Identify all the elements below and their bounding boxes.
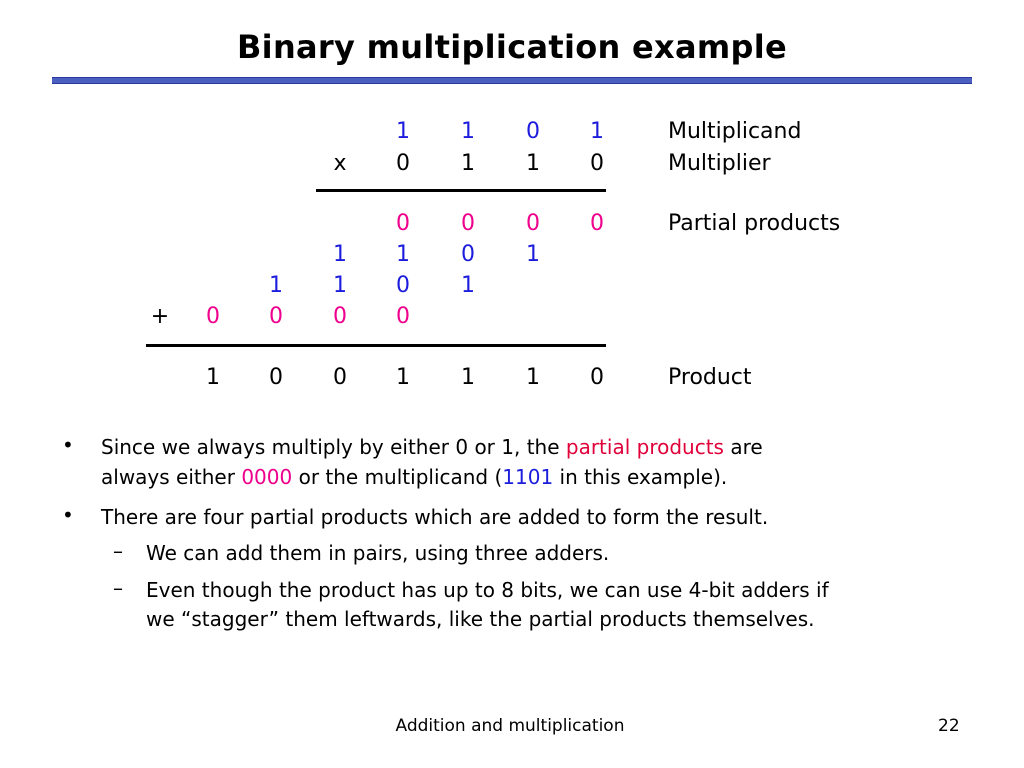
partial-digit: 0	[461, 211, 475, 236]
dash-marker: –	[113, 576, 123, 600]
sub-bullet-2-line-1: Even though the product has up to 8 bits…	[146, 578, 829, 602]
bullet-1-line-1: Since we always multiply by either 0 or …	[101, 432, 763, 462]
product-digit: 0	[269, 365, 283, 390]
product-digit: 1	[396, 365, 410, 390]
bullet-text: Since we always multiply by either 0 or …	[101, 435, 560, 459]
highlight-partial-products: partial products	[565, 435, 724, 459]
bullet-text: or the multiplicand (	[298, 465, 503, 489]
multiplicand-label: Multiplicand	[668, 119, 802, 144]
dash-marker: –	[113, 539, 123, 563]
partial-digit: 0	[206, 304, 220, 329]
partial-digit: 0	[396, 211, 410, 236]
partial-digit: 0	[526, 211, 540, 236]
multiply-sign: x	[333, 151, 347, 176]
plus-sign: +	[150, 304, 170, 329]
partial-digit: 1	[269, 273, 283, 298]
product-digit: 1	[526, 365, 540, 390]
title-rule	[52, 77, 972, 84]
page-number: 22	[938, 716, 960, 736]
product-digit: 1	[461, 365, 475, 390]
sub-bullet-1-line-1: We can add them in pairs, using three ad…	[146, 541, 610, 565]
partial-digit: 0	[590, 211, 604, 236]
multiplier-label: Multiplier	[668, 151, 771, 176]
partial-digit: 0	[333, 304, 347, 329]
multiplier-digit: 1	[526, 151, 540, 176]
partial-digit: 1	[333, 273, 347, 298]
bullet-marker: •	[62, 503, 74, 527]
operand-rule	[316, 189, 606, 192]
partial-digit: 0	[461, 242, 475, 267]
partial-digit: 1	[526, 242, 540, 267]
multiplier-digit: 0	[396, 151, 410, 176]
partial-digit: 0	[396, 273, 410, 298]
product-label: Product	[668, 365, 752, 390]
partial-digit: 1	[396, 242, 410, 267]
multiplicand-digit: 0	[526, 119, 540, 144]
bullet-2-line-1: There are four partial products which ar…	[101, 505, 769, 529]
product-digit: 1	[206, 365, 220, 390]
partial-products-label: Partial products	[668, 211, 841, 236]
partial-digit: 0	[269, 304, 283, 329]
sub-bullet-2-line-2: we “stagger” them leftwards, like the pa…	[146, 607, 815, 631]
multiplicand-digit: 1	[461, 119, 475, 144]
highlight-multiplicand: 1101	[502, 465, 554, 489]
multiplicand-digit: 1	[396, 119, 410, 144]
partial-digit: 1	[333, 242, 347, 267]
bullet-1-line-2: always either 0000 or the multiplicand (…	[101, 462, 727, 492]
slide-title: Binary multiplication example	[236, 28, 787, 66]
footer-title: Addition and multiplication	[395, 716, 625, 736]
bullet-marker: •	[62, 433, 74, 457]
bullet-text: are	[730, 435, 763, 459]
multiplier-digit: 1	[461, 151, 475, 176]
product-digit: 0	[333, 365, 347, 390]
highlight-zeros: 0000	[241, 465, 293, 489]
product-digit: 0	[590, 365, 604, 390]
sum-rule	[146, 344, 606, 347]
bullet-text: in this example).	[559, 465, 728, 489]
multiplicand-digit: 1	[590, 119, 604, 144]
partial-digit: 0	[396, 304, 410, 329]
multiplier-digit: 0	[590, 151, 604, 176]
partial-digit: 1	[461, 273, 475, 298]
bullet-text: always either	[101, 465, 235, 489]
